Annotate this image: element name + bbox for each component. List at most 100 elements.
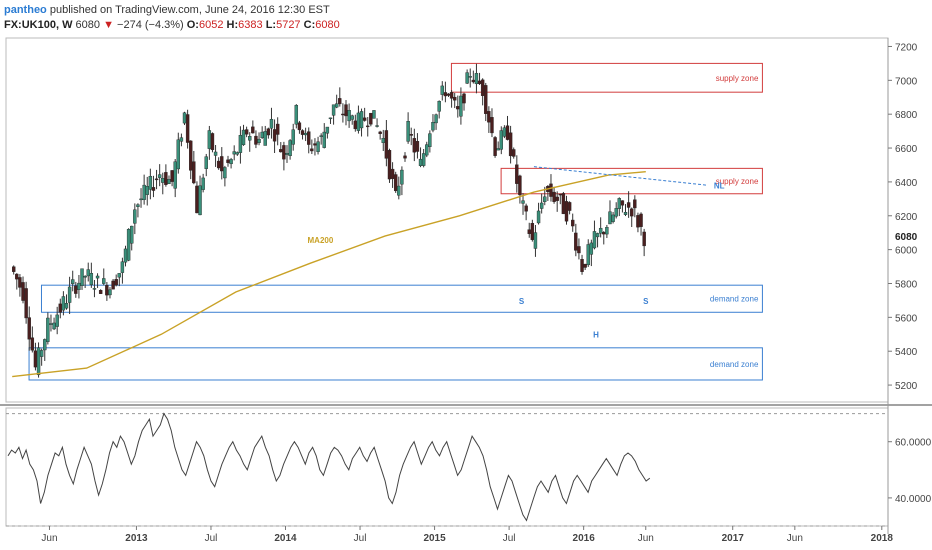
price-tick-label: 7000 [895,76,918,87]
candle-body [347,110,351,122]
candle-body [185,114,190,143]
down-arrow-icon: ▼ [103,19,114,31]
candle-body [334,103,339,108]
time-tick-label: 2015 [423,533,446,544]
candle-body [157,174,162,178]
candle-body [338,98,342,105]
candle-body [12,266,16,272]
candle-body [108,289,112,296]
candle-body [602,232,606,235]
candle-body [58,303,62,313]
candle-body [564,201,569,222]
high-value: 6383 [238,19,263,31]
candle-body [83,276,87,278]
candle-body [443,92,448,97]
candle-body [241,129,246,146]
candle-body [164,172,168,185]
candle-body [536,210,541,224]
candle-body [275,123,280,135]
candle-body [260,131,264,139]
candle-body [465,72,469,84]
candle-body [378,131,382,134]
pattern-label-s: S [643,297,649,306]
candle-body [446,93,451,96]
candle-body [543,196,547,202]
candle-body [502,127,507,137]
candle-body [362,117,367,121]
candle-body [611,214,615,222]
candle-body [148,175,153,190]
candle-body [403,155,407,159]
chart-header: pantheo published on TradingView.com, Ju… [4,3,924,35]
candle-body [636,215,640,228]
candle-body [179,137,184,142]
candle-body [52,322,56,330]
close-value: 6080 [315,19,340,31]
price-tick-label: 6400 [895,178,918,189]
candle-body [136,204,140,207]
candle-body [477,80,482,85]
author-link[interactable]: pantheo [4,4,47,16]
symbol-label[interactable]: FX:UK100, W [4,19,73,31]
time-tick-label: Jul [354,533,367,544]
time-tick-label: Jun [787,533,803,544]
candle-body [173,161,177,189]
candle-body [381,138,385,143]
candle-body [530,223,535,240]
zones: supply zone supply zone demand zone demand … [28,62,763,381]
high-label: H: [226,19,239,31]
candle-body [189,140,193,171]
candle-body [353,120,358,130]
candle-body [316,141,320,152]
supply-zone-box [500,167,763,195]
ma200-line [12,171,646,378]
candle-body [400,169,404,185]
demand-zone-label: demand zone [710,360,759,369]
candle-body [39,350,44,357]
candle-body [539,202,544,209]
price-tick-label: 5800 [895,279,918,290]
last-price-label: 6080 [895,232,918,243]
candle-body [204,156,208,169]
candle-body [288,140,292,157]
candle-body [567,202,572,211]
candle-body [555,196,559,201]
candle-body [630,208,634,217]
time-tick-label: 2016 [573,533,596,544]
candle-body [120,261,125,273]
candle-body [98,290,103,294]
symbol-line: FX:UK100, W 6080 ▼ −274 (−4.3%) O:6052 H… [4,18,924,33]
candle-body [198,185,202,216]
candle-body [428,133,432,147]
candle-body [558,193,562,196]
candle-body [151,187,156,191]
candle-body [244,129,249,135]
candle-body [577,246,581,254]
open-value: 6052 [198,19,224,31]
candle-body [369,112,373,125]
candle-body [251,126,255,134]
demand-zone-box [28,347,763,381]
candle-body [55,314,59,327]
candle-body [279,149,283,153]
candle-body [508,132,513,157]
candle-body [307,131,311,145]
candle-body [161,178,165,183]
time-tick-label: Jul [205,533,218,544]
candle-body [595,233,600,238]
candle-body [111,280,115,290]
candle-body [434,114,438,124]
candle-body [552,191,556,202]
candle-body [356,112,361,131]
candle-body [300,130,305,135]
candle-body [580,259,584,272]
candle-body [406,121,410,142]
candle-body [505,125,510,140]
candle-body [484,85,488,114]
candle-body [64,303,69,309]
neckline [533,166,708,186]
price-tick-label: 6000 [895,246,918,257]
oscillator-line [7,412,651,522]
candle-body [145,186,149,195]
